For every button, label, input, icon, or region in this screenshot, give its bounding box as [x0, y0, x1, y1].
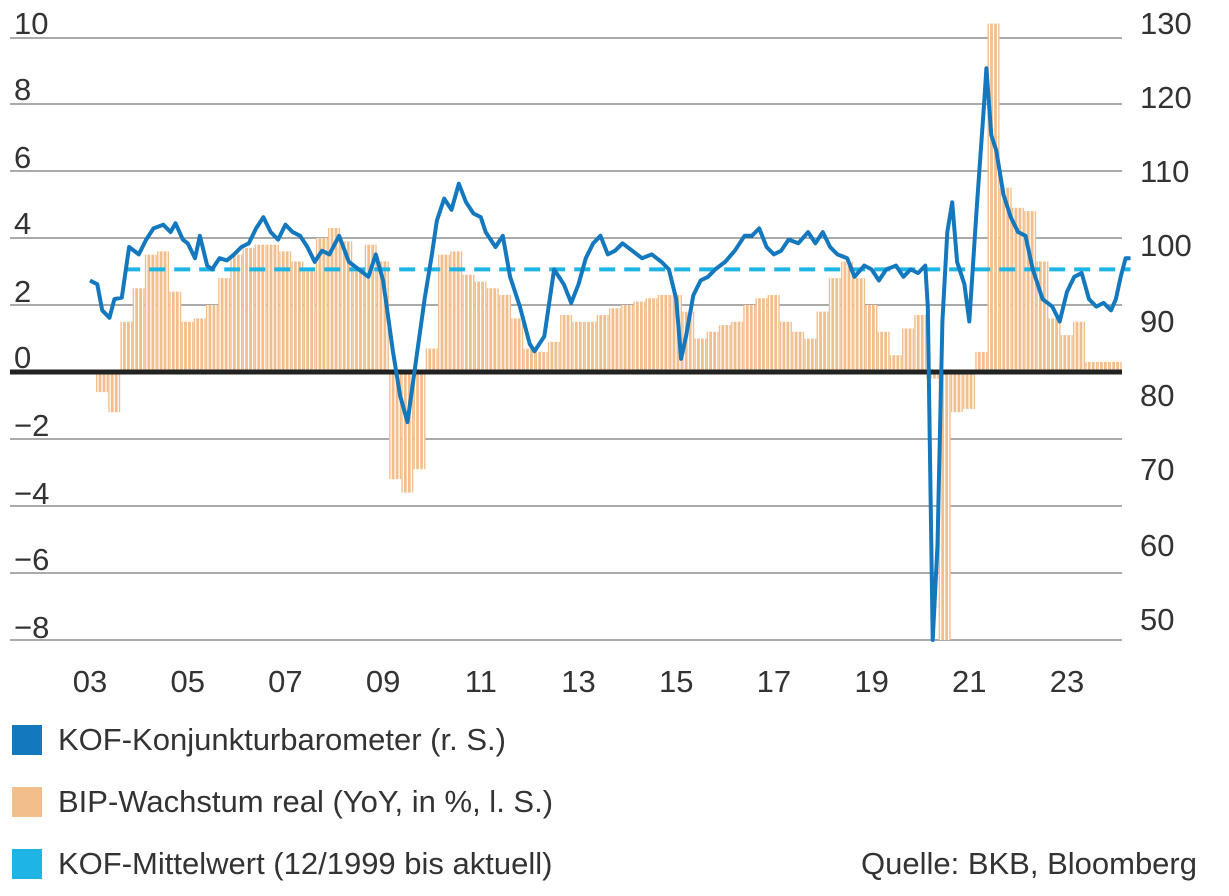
x-tick-label: 11	[465, 664, 497, 699]
x-tick-label: 23	[1050, 664, 1084, 699]
legend-label-kof: KOF-Konjunkturbarometer (r. S.)	[58, 722, 506, 757]
right-tick-label: 70	[1140, 452, 1174, 487]
left-tick-label: −4	[14, 476, 49, 511]
left-tick-label: 4	[14, 206, 31, 241]
right-tick-label: 100	[1140, 228, 1192, 263]
legend-item-mean: KOF-Mittelwert (12/1999 bis aktuell)	[12, 846, 552, 882]
left-tick-label: 10	[14, 6, 48, 41]
x-tick-label: 15	[659, 664, 693, 699]
left-tick-label: 8	[14, 72, 31, 107]
x-tick-label: 03	[73, 664, 107, 699]
right-tick-label: 80	[1140, 378, 1174, 413]
left-tick-label: 6	[14, 140, 31, 175]
x-tick-label: 07	[268, 664, 302, 699]
left-tick-label: −6	[14, 542, 49, 577]
legend-item-kof: KOF-Konjunkturbarometer (r. S.)	[12, 722, 506, 758]
source-note: Quelle: BKB, Bloomberg	[860, 846, 1197, 881]
left-tick-label: −8	[14, 610, 49, 645]
x-tick-label: 13	[561, 664, 595, 699]
x-tick-label: 21	[952, 664, 986, 699]
x-tick-label: 09	[366, 664, 400, 699]
right-tick-label: 60	[1140, 528, 1174, 563]
left-axis-ticks: 10 8 6 4 2 0 −2 −4 −6 −8	[14, 6, 49, 645]
right-tick-label: 120	[1140, 80, 1192, 115]
left-tick-label: 0	[14, 340, 31, 375]
gdp-bars	[96, 23, 1122, 640]
kof-barometer-line	[89, 66, 1131, 642]
x-tick-label: 05	[170, 664, 204, 699]
right-tick-label: 50	[1140, 602, 1174, 637]
x-axis-ticks: 03 05 07 09 11 13 15 17 19 21 23	[73, 664, 1084, 699]
legend-label-gdp: BIP-Wachstum real (YoY, in %, l. S.)	[58, 784, 554, 819]
gridlines	[10, 37, 1122, 641]
right-tick-label: 90	[1140, 304, 1174, 339]
right-tick-label: 110	[1140, 154, 1189, 189]
chart: 10 8 6 4 2 0 −2 −4 −6 −8 130 120 110 100 90 80 70 60 50 0…	[10, 6, 1192, 699]
right-tick-label: 130	[1140, 6, 1192, 41]
left-tick-label: −2	[14, 408, 49, 443]
left-tick-label: 2	[14, 274, 31, 309]
legend-label-mean: KOF-Mittelwert (12/1999 bis aktuell)	[58, 846, 553, 881]
legend-swatch-kof	[12, 725, 42, 755]
legend-item-gdp: BIP-Wachstum real (YoY, in %, l. S.)	[12, 784, 553, 820]
legend-swatch-gdp	[12, 787, 42, 817]
legend-swatch-mean	[12, 849, 42, 879]
x-tick-label: 17	[757, 664, 791, 699]
x-tick-label: 19	[854, 664, 888, 699]
right-axis-ticks: 130 120 110 100 90 80 70 60 50	[1140, 6, 1192, 637]
